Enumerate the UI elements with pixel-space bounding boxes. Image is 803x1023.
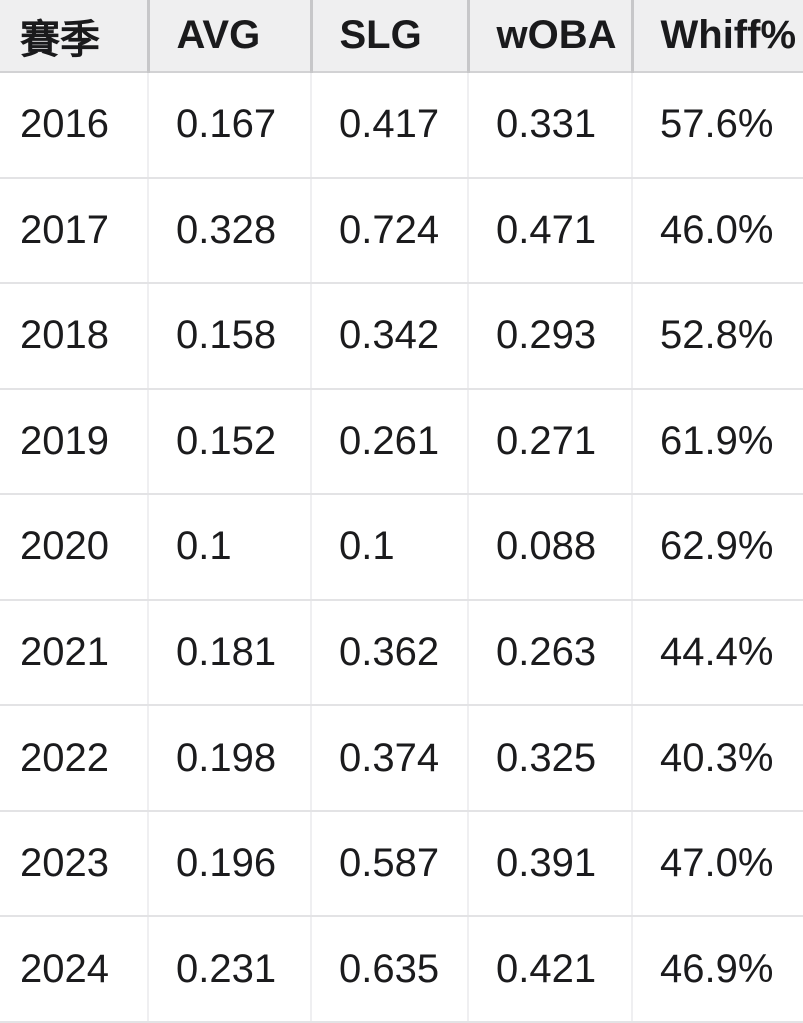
cell-season: 2020 — [0, 494, 149, 601]
cell-woba: 0.088 — [468, 494, 633, 601]
cell-woba: 0.421 — [468, 916, 633, 1023]
cell-avg: 0.198 — [148, 705, 312, 812]
cell-season: 2023 — [0, 810, 149, 918]
cell-slg: 0.342 — [311, 283, 469, 390]
table-row: 2018 0.158 0.342 0.293 52.8% — [0, 283, 803, 390]
table-row: 2017 0.328 0.724 0.471 46.0% — [0, 177, 803, 285]
table-row: 2023 0.196 0.587 0.391 47.0% — [0, 810, 803, 918]
cell-woba: 0.331 — [468, 72, 633, 179]
cell-slg: 0.261 — [311, 388, 469, 496]
cell-woba: 0.391 — [468, 810, 633, 918]
cell-woba: 0.271 — [468, 388, 633, 496]
cell-whiff: 47.0% — [632, 810, 803, 918]
header-cell-slg: SLG — [311, 0, 470, 73]
cell-avg: 0.328 — [148, 177, 312, 285]
cell-whiff: 46.9% — [632, 916, 803, 1023]
cell-whiff: 44.4% — [632, 599, 803, 707]
cell-woba: 0.293 — [468, 283, 633, 390]
header-cell-season: 賽季 — [0, 0, 150, 73]
header-cell-whiff: Whiff% — [632, 0, 803, 73]
table-row: 2016 0.167 0.417 0.331 57.6% — [0, 72, 803, 179]
cell-season: 2017 — [0, 177, 149, 285]
cell-slg: 0.587 — [311, 810, 469, 918]
cell-season: 2022 — [0, 705, 149, 812]
cell-season: 2024 — [0, 916, 149, 1023]
cell-slg: 0.1 — [311, 494, 469, 601]
cell-slg: 0.362 — [311, 599, 469, 707]
header-cell-avg: AVG — [148, 0, 313, 73]
table-row: 2022 0.198 0.374 0.325 40.3% — [0, 705, 803, 812]
cell-slg: 0.374 — [311, 705, 469, 812]
cell-woba: 0.325 — [468, 705, 633, 812]
cell-woba: 0.471 — [468, 177, 633, 285]
cell-slg: 0.724 — [311, 177, 469, 285]
header-row: 賽季 AVG SLG wOBA Whiff% — [0, 0, 803, 73]
cell-avg: 0.158 — [148, 283, 312, 390]
cell-slg: 0.635 — [311, 916, 469, 1023]
cell-avg: 0.231 — [148, 916, 312, 1023]
cell-whiff: 40.3% — [632, 705, 803, 812]
cell-avg: 0.1 — [148, 494, 312, 601]
table-row: 2020 0.1 0.1 0.088 62.9% — [0, 494, 803, 601]
cell-season: 2016 — [0, 72, 149, 179]
cell-whiff: 57.6% — [632, 72, 803, 179]
cell-season: 2018 — [0, 283, 149, 390]
cell-avg: 0.167 — [148, 72, 312, 179]
cell-whiff: 62.9% — [632, 494, 803, 601]
table-row: 2021 0.181 0.362 0.263 44.4% — [0, 599, 803, 707]
cell-avg: 0.196 — [148, 810, 312, 918]
cell-whiff: 61.9% — [632, 388, 803, 496]
cell-season: 2019 — [0, 388, 149, 496]
cell-whiff: 52.8% — [632, 283, 803, 390]
table-row: 2024 0.231 0.635 0.421 46.9% — [0, 916, 803, 1023]
cell-woba: 0.263 — [468, 599, 633, 707]
table-row: 2019 0.152 0.261 0.271 61.9% — [0, 388, 803, 496]
cell-season: 2021 — [0, 599, 149, 707]
header-cell-woba: wOBA — [468, 0, 634, 73]
cell-slg: 0.417 — [311, 72, 469, 179]
cell-avg: 0.181 — [148, 599, 312, 707]
cell-whiff: 46.0% — [632, 177, 803, 285]
cell-avg: 0.152 — [148, 388, 312, 496]
